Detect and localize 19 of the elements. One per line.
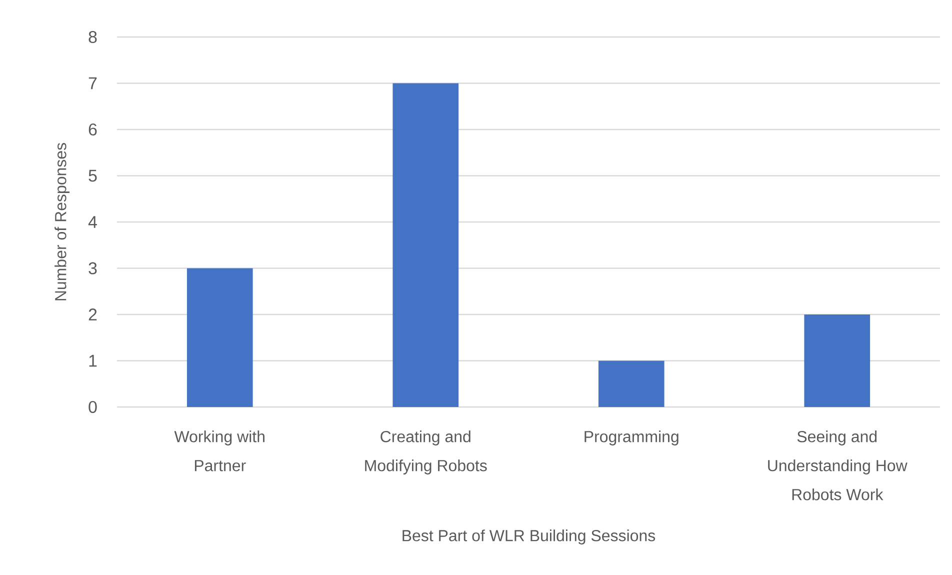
y-tick-label: 8 [88, 30, 97, 44]
y-tick-label: 3 [88, 262, 97, 274]
x-tick-label: Programming [584, 430, 678, 446]
y-axis-title: Number of Responses [54, 143, 70, 300]
x-tick-label: Working with Partner [174, 430, 264, 472]
y-tick-label: 6 [88, 123, 97, 136]
y-tick-label: 2 [88, 308, 97, 320]
x-axis-title: Best Part of WLR Building Sessions [402, 530, 656, 544]
bar [804, 314, 870, 407]
y-tick-label: 0 [88, 400, 97, 414]
bar [598, 360, 664, 407]
bar [392, 83, 459, 407]
y-tick-label: 4 [88, 216, 97, 228]
x-tick-label: Seeing and Understanding How Robots Work [768, 430, 908, 500]
y-tick-label: 1 [89, 354, 97, 367]
x-tick-label: Creating and Modifying Robots [365, 430, 487, 474]
bar [186, 268, 253, 407]
y-tick-label: 7 [88, 77, 97, 90]
y-tick-label: 5 [88, 170, 97, 182]
